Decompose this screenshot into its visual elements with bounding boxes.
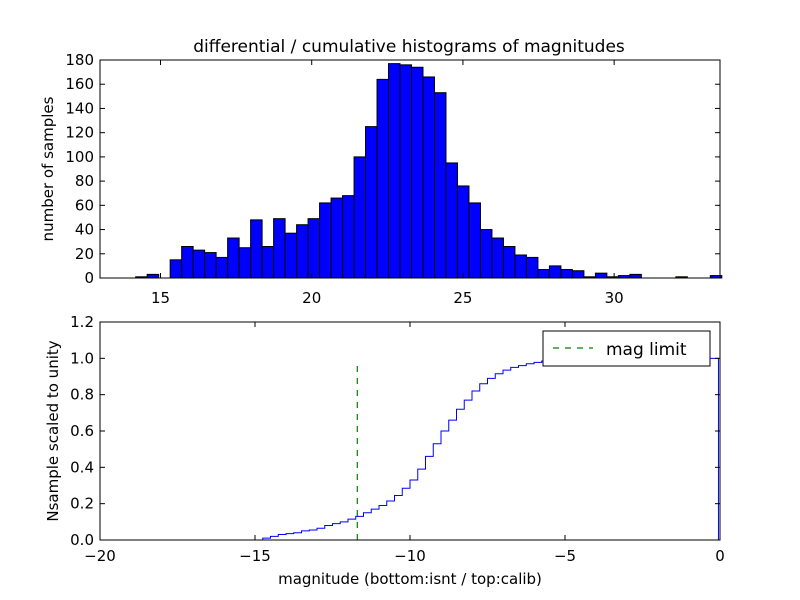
bottom-y-tick-label: 0.0 [70,531,94,549]
histogram-bar [491,237,504,279]
histogram-bar [181,246,194,279]
histogram-bar [284,232,298,279]
histogram-bar [560,269,573,279]
legend-mag-limit-label: mag limit [606,340,687,360]
histogram-bar [537,269,550,279]
cumulative-line [100,357,719,541]
top-y-tick-label: 40 [75,221,94,239]
histogram-bar [629,273,642,279]
histogram-bar [296,224,309,279]
top-x-tick-label: 15 [151,289,170,307]
histogram-bar [204,252,217,279]
legend: mag limit [542,330,711,367]
top-y-tick-label: 60 [75,196,94,214]
histogram-bar [192,249,206,279]
top-x-tick-label: 30 [605,289,624,307]
top-y-tick-label: 0 [84,269,94,287]
bottom-y-axis-label: Nsample scaled to unity [44,340,62,521]
histogram-bar [238,247,252,279]
histogram-bar [376,78,390,279]
top-y-tick-label: 180 [65,51,94,69]
top-chart-title: differential / cumulative histograms of … [193,37,625,57]
bottom-x-tick-label: −20 [84,547,116,565]
bottom-x-tick-label: −5 [554,547,576,565]
histogram-bar [548,265,562,279]
histogram-bar [353,156,367,279]
top-y-tick-label: 120 [65,124,94,142]
top-y-axis-label: number of samples [39,96,57,241]
top-x-tick-label: 20 [302,289,321,307]
histogram-bar [330,197,344,279]
top-plot-area: 0 20 40 60 80 100 120 140 160 180 15 20 25 30 [65,51,723,307]
histogram-bar [169,259,183,279]
bottom-x-axis-label: magnitude (bottom:isnt / top:calib) [278,570,542,588]
histogram-bar [399,64,413,279]
top-x-tick-label: 25 [453,289,472,307]
histogram-bar [388,63,401,279]
histogram-bar [502,246,516,279]
histogram-bar [250,219,263,279]
bottom-y-tick-label: 1.2 [70,313,94,331]
top-y-tick-label: 80 [75,172,94,190]
bottom-x-tick-label: −15 [239,547,271,565]
histogram-bar [215,256,229,279]
bottom-y-tick-label: 1.0 [70,349,94,367]
histogram-bar [479,229,493,279]
histogram-bar [273,218,286,279]
bottom-y-tick-label: 0.6 [70,422,94,440]
histogram-bar [227,237,240,279]
histogram-bar [342,195,355,279]
histogram-bar [261,246,275,279]
bottom-y-tick-label: 0.4 [70,458,94,476]
histogram-bar [434,92,447,279]
top-y-tick-label: 20 [75,245,94,263]
histogram-bar [422,76,435,279]
histogram-bar [571,270,585,279]
top-y-tick-label: 160 [65,75,94,93]
histogram-bar [319,202,332,279]
bottom-y-tick-label: 0.8 [70,386,94,404]
histogram-bar [411,66,424,279]
bottom-x-tick-label: −10 [394,547,426,565]
histogram-bar [468,202,481,279]
histogram-bar [445,162,458,279]
histogram-bar [365,126,378,279]
histogram-bar [307,218,321,279]
top-y-tick-label: 140 [65,99,94,117]
top-axes-frame [99,59,721,279]
histogram-bar [146,273,160,279]
histogram-bar [456,185,470,279]
bottom-x-tick-label: 0 [715,547,725,565]
histogram-bar [525,256,539,279]
top-y-tick-label: 100 [65,148,94,166]
bottom-y-tick-label: 0.2 [70,495,94,513]
histogram-bar [514,254,527,279]
histogram-bar [594,272,608,279]
